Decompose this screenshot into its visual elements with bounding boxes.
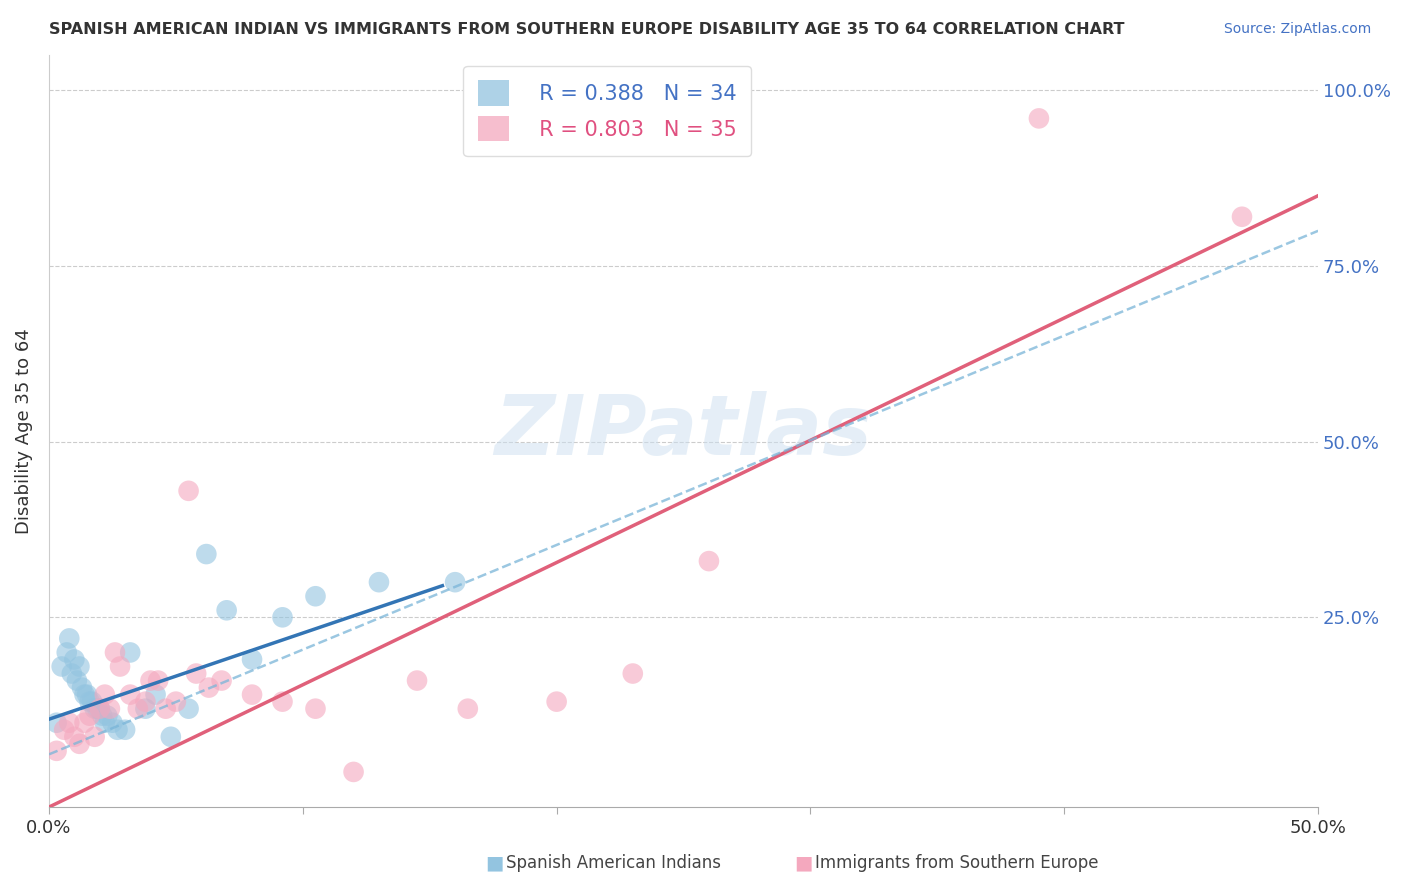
Point — [45, 715, 67, 730]
Point — [86, 701, 108, 715]
Point — [159, 730, 181, 744]
Text: ■: ■ — [485, 854, 503, 872]
Point — [82, 695, 104, 709]
Point — [342, 764, 364, 779]
Point — [63, 730, 86, 744]
Point — [304, 589, 326, 603]
Point — [98, 701, 121, 715]
Point — [368, 575, 391, 590]
Point — [94, 688, 117, 702]
Point — [79, 708, 101, 723]
Text: SPANISH AMERICAN INDIAN VS IMMIGRANTS FROM SOUTHERN EUROPE DISABILITY AGE 35 TO : SPANISH AMERICAN INDIAN VS IMMIGRANTS FR… — [49, 22, 1125, 37]
Point — [146, 673, 169, 688]
Point — [444, 575, 467, 590]
Point — [177, 483, 200, 498]
Point — [114, 723, 136, 737]
Text: Spanish American Indians: Spanish American Indians — [506, 855, 721, 872]
Point — [89, 701, 111, 715]
Point — [198, 681, 221, 695]
Point — [73, 715, 96, 730]
Point — [83, 730, 105, 744]
Point — [155, 701, 177, 715]
Point — [195, 547, 218, 561]
Point — [55, 645, 77, 659]
Point — [1028, 112, 1050, 126]
Point — [546, 695, 568, 709]
Text: ■: ■ — [794, 854, 813, 872]
Point — [1230, 210, 1253, 224]
Point — [73, 688, 96, 702]
Legend:   R = 0.388   N = 34,   R = 0.803   N = 35: R = 0.388 N = 34, R = 0.803 N = 35 — [464, 65, 751, 156]
Point — [89, 701, 111, 715]
Point — [67, 737, 90, 751]
Point — [139, 673, 162, 688]
Point — [304, 701, 326, 715]
Point — [58, 632, 80, 646]
Point — [67, 659, 90, 673]
Point — [271, 610, 294, 624]
Point — [457, 701, 479, 715]
Point — [101, 715, 124, 730]
Point — [165, 695, 187, 709]
Point — [621, 666, 644, 681]
Text: ZIPatlas: ZIPatlas — [495, 391, 873, 472]
Text: Immigrants from Southern Europe: Immigrants from Southern Europe — [815, 855, 1099, 872]
Point — [240, 688, 263, 702]
Point — [108, 659, 131, 673]
Y-axis label: Disability Age 35 to 64: Disability Age 35 to 64 — [15, 328, 32, 534]
Point — [186, 666, 208, 681]
Point — [134, 695, 156, 709]
Point — [211, 673, 233, 688]
Point — [697, 554, 720, 568]
Point — [66, 673, 89, 688]
Point — [76, 688, 98, 702]
Point — [177, 701, 200, 715]
Point — [127, 701, 149, 715]
Point — [91, 708, 114, 723]
Text: Source: ZipAtlas.com: Source: ZipAtlas.com — [1223, 22, 1371, 37]
Point — [63, 652, 86, 666]
Point — [45, 744, 67, 758]
Point — [240, 652, 263, 666]
Point — [107, 723, 129, 737]
Point — [79, 695, 101, 709]
Point — [96, 708, 118, 723]
Point — [58, 715, 80, 730]
Point — [83, 701, 105, 715]
Point — [134, 701, 156, 715]
Point — [120, 688, 142, 702]
Point — [104, 645, 127, 659]
Point — [60, 666, 83, 681]
Point — [271, 695, 294, 709]
Point — [70, 681, 93, 695]
Point — [51, 659, 73, 673]
Point — [94, 715, 117, 730]
Point — [53, 723, 76, 737]
Point — [406, 673, 429, 688]
Point — [215, 603, 238, 617]
Point — [120, 645, 142, 659]
Point — [145, 688, 167, 702]
